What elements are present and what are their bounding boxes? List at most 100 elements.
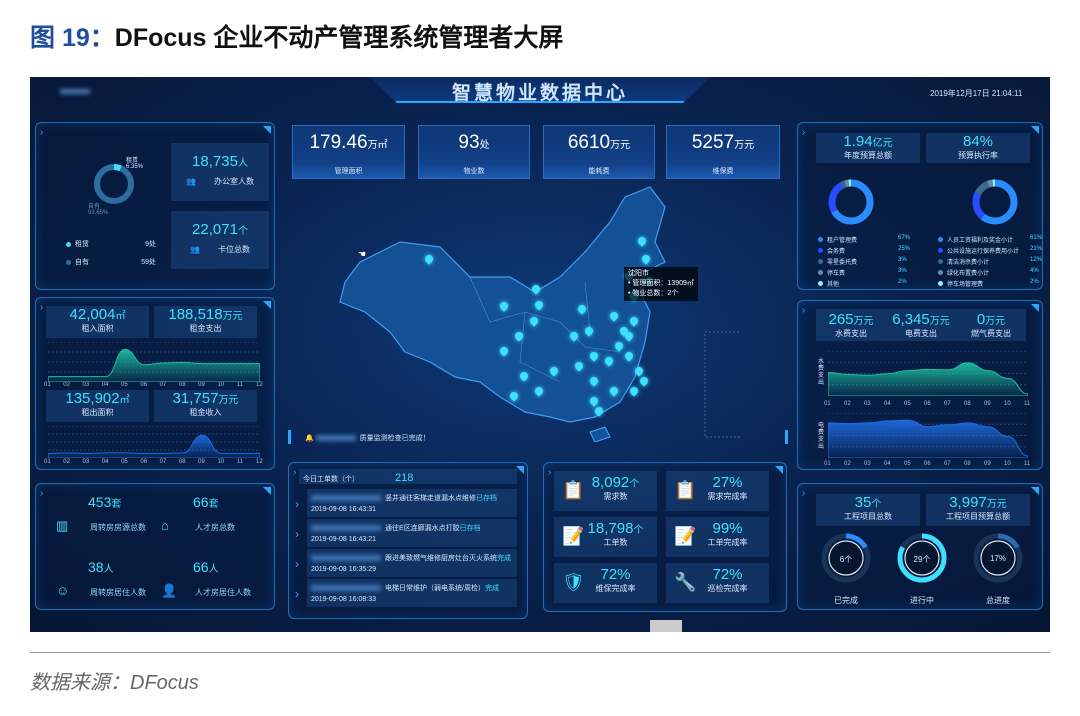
utility-stat: 265万元 水费支出 [828, 311, 874, 338]
chevron-right-icon[interactable]: › [548, 467, 552, 478]
legend-dot [938, 270, 943, 275]
tick-label: 03 [82, 459, 90, 465]
service-stat-card: 🔧 72% 巡检完成率 [666, 563, 769, 603]
tick-label: 08 [178, 459, 186, 465]
tick-label: 05 [121, 459, 128, 465]
tick-label: 03 [82, 382, 90, 388]
legend-dot [818, 281, 823, 286]
chevron-right-icon[interactable]: › [295, 527, 299, 541]
datetime: 2019年12月17日 21:04:11 [930, 89, 1023, 98]
china-map[interactable] [320, 182, 740, 442]
tick-label: 06 [924, 401, 931, 407]
area-series [48, 434, 260, 458]
tick-label: 12 [256, 382, 263, 388]
group-icon: 👥 [186, 177, 196, 186]
office-people-card: 18,735人 👥 办公室人数 [171, 143, 269, 201]
donut-slice [828, 179, 874, 225]
work-order-item[interactable]: › 电梯日常维护（弱电系统/周检）完成 2019-09-08 16:08:33 [295, 579, 517, 607]
budget-legend-item: 零星委托费 [818, 257, 857, 266]
tick-label: 09 [198, 459, 205, 465]
tick-label: 06 [924, 461, 931, 467]
utility-stat: 6,345万元 电费支出 [892, 311, 950, 338]
chevron-right-icon[interactable]: › [802, 127, 806, 138]
monitor-stand [650, 620, 682, 632]
tick-label: 04 [884, 401, 891, 407]
rent-annotation: 租赁 6.35% [126, 158, 144, 170]
chevron-right-icon[interactable]: › [802, 305, 806, 316]
water-axis-label: 水费支出 [818, 359, 825, 386]
budget-donut-right [972, 179, 1018, 225]
tick-label: 01 [824, 401, 831, 407]
tick-label: 07 [944, 461, 951, 467]
figure-title: 图 19：DFocus 企业不动产管理系统管理者大屏 [30, 24, 564, 52]
budget-legend-item: 清洁消杀费小计 [938, 257, 989, 266]
header-bar [370, 77, 710, 103]
tick-label: 09 [198, 382, 205, 388]
budget-legend-item: 人员工资福利及奖金小计 [938, 235, 1013, 244]
clipboard-icon: 📋 [562, 480, 585, 500]
legend-dot [66, 241, 71, 247]
rent-in-area-chart [48, 426, 260, 458]
budget-legend-item: 租户管理费 [818, 235, 857, 244]
kpi-property-count: 93处 物业数 [418, 125, 530, 179]
source-note: 数据来源：DFocus [30, 672, 199, 694]
chevron-right-icon[interactable]: › [293, 467, 297, 478]
logo-blurred [60, 89, 90, 94]
utilities-panel: › 265万元 水费支出 6,345万元 电费支出 0万元 燃气费支出 水费支出 01 02… [797, 300, 1043, 470]
house-icon: ⌂ [161, 518, 169, 533]
tick-label: 04 [101, 459, 109, 465]
tick-label: 09 [984, 401, 991, 407]
housing-stat: 66人 👤 人才房居住人数 [161, 559, 251, 598]
tick-label: 01 [44, 382, 51, 388]
project-progress-ring: 6个 已完成 [820, 532, 872, 605]
legend-dot [938, 237, 943, 242]
lease-card: 42,004㎡ 租入面积 [46, 306, 149, 338]
legend-dot [938, 281, 943, 286]
tick-label: 10 [217, 459, 225, 465]
legend-dot [938, 259, 943, 264]
month-axis: 01 02 03 04 05 06 07 08 09 10 11 12 [44, 459, 263, 467]
chevron-right-icon[interactable]: › [40, 127, 44, 138]
service-stats-panel: › 📋 8,092个 需求数 📋 27% 需求完成率 📝 18,798个 工单数 📝 99% 工单完成… [543, 462, 787, 612]
project-total-card: 35个 工程项目总数 [816, 494, 920, 526]
tick-label: 07 [159, 459, 167, 465]
work-order-item[interactable]: › 通往E区连廊漏水点打胶已存档 2019-09-08 16:43:21 [295, 519, 517, 547]
electricity-axis-label: 电费支出 [818, 423, 825, 450]
tick-label: 02 [844, 461, 851, 467]
work-order-item[interactable]: › 竖井通往客梯走道漏水点维修已存档 2019-09-08 16:43:31 [295, 489, 517, 517]
ring-progress [897, 533, 947, 583]
chevron-right-icon[interactable]: › [295, 497, 299, 511]
work-orders-panel: › 今日工单数（个） 218 › 竖井通往客梯走道漏水点维修已存档 2019-09-0… [288, 462, 528, 619]
chevron-right-icon[interactable]: › [802, 488, 806, 499]
chevron-right-icon[interactable]: › [295, 557, 299, 571]
tick-label: 07 [159, 382, 167, 388]
kpi-maintenance-cost: 5257万元 维保费 [666, 125, 780, 179]
project-progress-ring: 29个 进行中 [896, 532, 948, 605]
tick-label: 10 [217, 382, 225, 388]
tick-label: 02 [63, 382, 70, 388]
budget-legend-item: 会务费 [818, 246, 845, 255]
utilities-summary: 265万元 水费支出 6,345万元 电费支出 0万元 燃气费支出 [816, 309, 1026, 341]
chevron-right-icon[interactable]: › [40, 302, 44, 313]
tick-label: 06 [140, 459, 148, 465]
project-budget-card: 3,997万元 工程项目预算总额 [926, 494, 1030, 526]
dashboard-title: 智慧物业数据中心 [451, 83, 628, 104]
tick-label: 07 [944, 401, 951, 407]
budget-legend-item: 停车费 [818, 268, 845, 277]
chevron-right-icon[interactable]: › [295, 587, 299, 601]
service-stat-card: 📋 8,092个 需求数 [554, 471, 657, 511]
budget-donut-left [828, 179, 874, 225]
work-order-item[interactable]: › 跟进美致燃气维修厨房灶台灭火系统完成 2019-09-08 16:35:29 [295, 549, 517, 577]
electricity-area-chart [828, 413, 1028, 458]
tick-label: 12 [256, 459, 263, 465]
tick-label: 05 [121, 382, 128, 388]
budget-legend-item: 停车场管理费 [938, 279, 983, 288]
legend-rent: 租赁 9处 [66, 239, 156, 249]
month-axis: 01 02 03 04 05 06 07 08 09 10 11 [824, 401, 1030, 409]
tick-label: 03 [864, 401, 871, 407]
legend-dot [818, 270, 823, 275]
chevron-right-icon[interactable]: › [40, 488, 44, 499]
housing-stat: 38人 ☺ 周转房居住人数 [56, 559, 146, 598]
legend-dot [938, 248, 943, 253]
tick-label: 05 [904, 401, 911, 407]
